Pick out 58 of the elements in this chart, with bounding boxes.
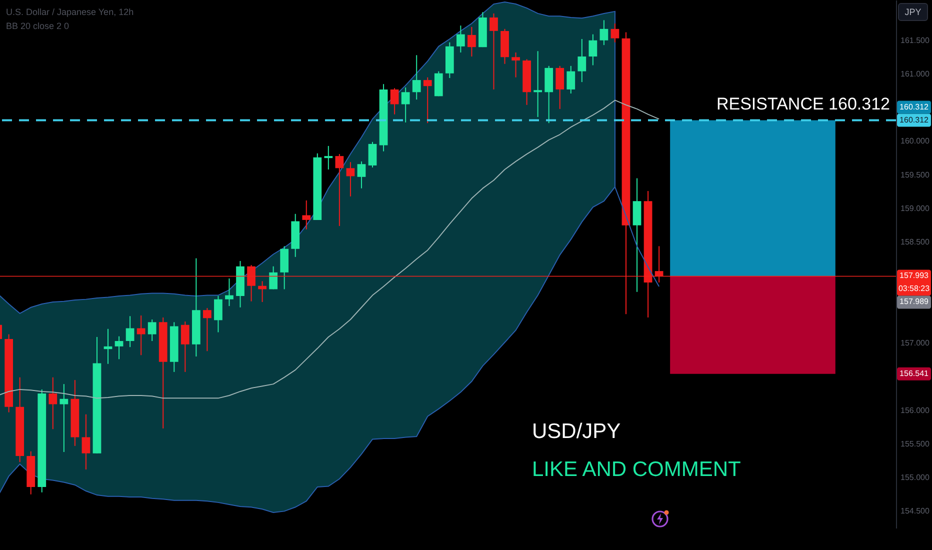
candlestick	[180, 321, 190, 372]
text: 157.989	[900, 297, 930, 306]
candlestick	[126, 316, 134, 348]
annotation: USD/JPY	[532, 420, 621, 443]
y-tick-label: 157.000	[900, 338, 930, 348]
currency-button: JPY	[898, 3, 928, 21]
candlestick	[114, 336, 124, 360]
candlestick	[534, 50, 542, 118]
candlestick	[48, 376, 58, 430]
candlestick	[60, 384, 68, 452]
candlestick	[412, 54, 421, 100]
candlestick	[203, 308, 212, 352]
candlestick	[556, 65, 564, 110]
candlestick	[588, 34, 598, 66]
y-tick-label: 161.000	[900, 69, 930, 78]
annotation: RESISTANCE 160.312	[716, 94, 890, 114]
text: 160.312	[900, 102, 930, 112]
y-tick-label: 160.000	[900, 136, 930, 146]
y-tick-label: 158.500	[900, 238, 930, 247]
candlestick	[610, 23, 620, 43]
candlestick	[434, 70, 443, 97]
text: BB 20 close 2 0	[6, 21, 70, 31]
candlestick	[225, 278, 234, 307]
y-tick-label: 154.500	[900, 506, 930, 516]
candlestick	[148, 318, 156, 342]
candlestick	[423, 76, 432, 124]
candlestick	[578, 38, 586, 83]
candlestick	[490, 12, 498, 90]
y-tick-label: 159.000	[900, 204, 930, 214]
ref-line-label: 157.993	[900, 271, 930, 280]
candlestick	[357, 160, 366, 189]
candlestick	[390, 88, 399, 115]
candlestick	[456, 25, 465, 53]
candlestick	[214, 295, 222, 333]
candlestick	[468, 26, 476, 57]
text: 03:58:23	[898, 284, 930, 294]
candlestick	[324, 145, 333, 170]
candlestick	[566, 65, 576, 94]
annotation: LIKE AND COMMENT	[532, 458, 742, 481]
y-tick-label: 155.500	[900, 439, 930, 448]
candlestick	[82, 414, 90, 470]
candlestick	[136, 314, 146, 356]
candlestick	[280, 246, 289, 290]
candlestick	[346, 162, 355, 197]
text: U.S. Dollar / Japanese Yen, 12h	[6, 7, 134, 17]
y-tick-label: 155.000	[900, 473, 930, 482]
candlestick	[600, 20, 608, 46]
candlestick	[368, 141, 377, 168]
y-tick-label: 161.500	[900, 36, 930, 45]
y-tick-label: 156.000	[900, 406, 930, 415]
candlestick	[302, 200, 311, 230]
candlestick	[335, 154, 344, 226]
text: 156.541	[900, 368, 930, 378]
ref-line-label: 160.312	[900, 115, 930, 124]
candlestick	[401, 86, 410, 123]
candlestick	[512, 52, 520, 78]
y-tick-label: 159.500	[900, 170, 930, 180]
candlestick	[258, 280, 266, 303]
